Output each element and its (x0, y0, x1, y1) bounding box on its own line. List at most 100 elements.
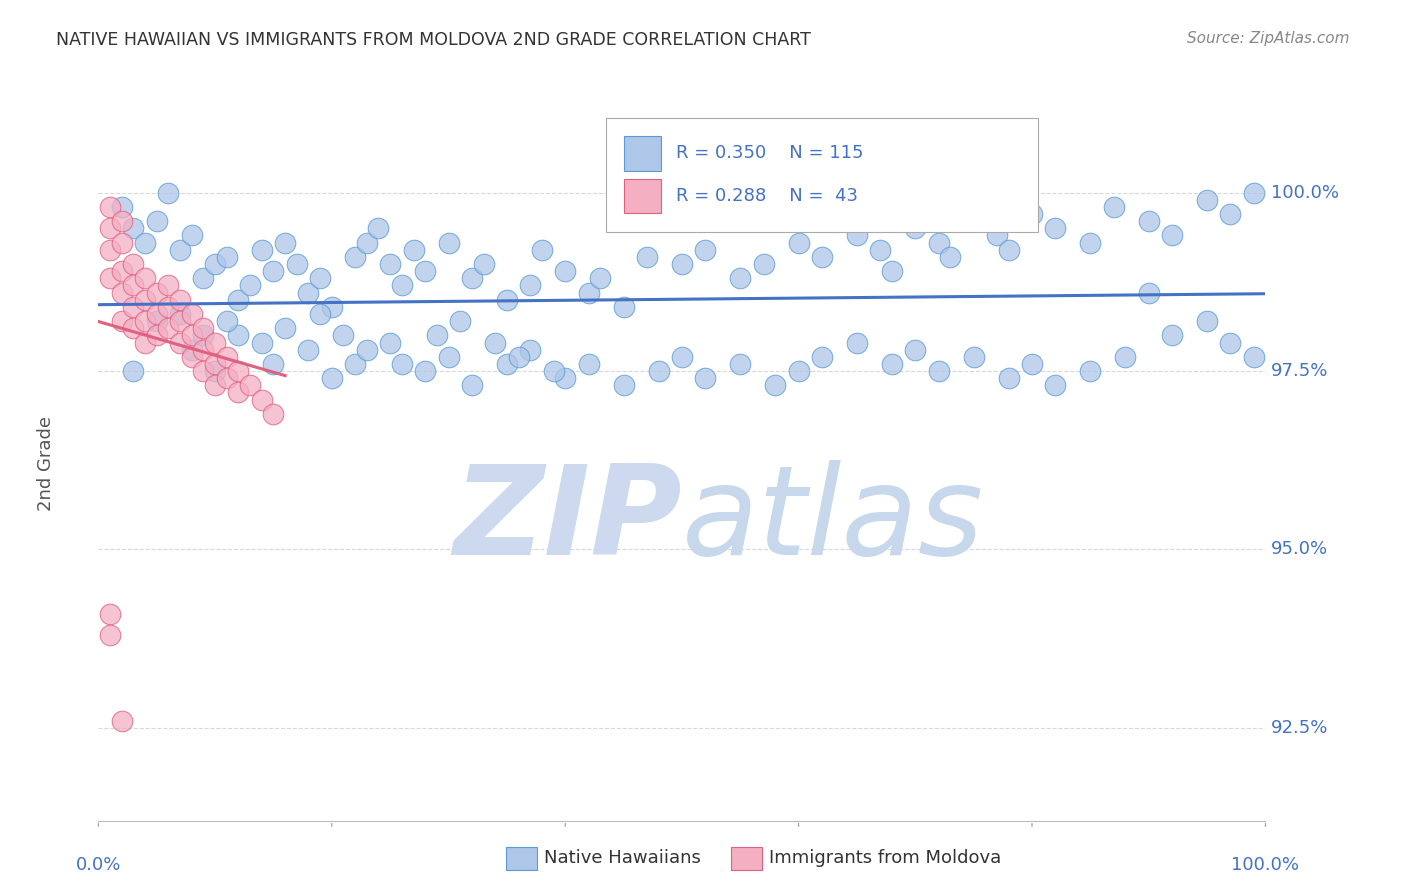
Point (787, 364, 810, 378)
Point (636, 250, 658, 264)
Point (472, 257, 495, 271)
Point (426, 328, 449, 343)
Point (495, 357, 517, 371)
Point (157, 300, 180, 314)
Point (157, 278, 180, 293)
Point (228, 293, 250, 307)
Point (111, 314, 134, 328)
Text: Immigrants from Moldova: Immigrants from Moldova (769, 849, 1001, 867)
Point (928, 235, 950, 250)
Point (262, 357, 284, 371)
Point (332, 328, 354, 343)
Point (437, 235, 460, 250)
Point (845, 228, 868, 243)
Text: 95.0%: 95.0% (1271, 541, 1329, 558)
Point (695, 371, 717, 385)
Text: 92.5%: 92.5% (1271, 719, 1329, 737)
Point (484, 335, 506, 350)
Point (402, 243, 425, 257)
Point (647, 364, 669, 378)
Point (122, 221, 145, 235)
Point (344, 250, 367, 264)
Point (134, 271, 156, 285)
Text: R = 0.288    N =  43: R = 0.288 N = 43 (676, 187, 858, 205)
Point (98, 271, 121, 285)
Point (787, 235, 810, 250)
Point (146, 328, 169, 343)
Point (262, 407, 284, 421)
Point (193, 321, 215, 335)
Point (671, 257, 693, 271)
Point (274, 321, 297, 335)
Point (250, 243, 273, 257)
Point (519, 278, 541, 293)
Point (157, 321, 180, 335)
Point (215, 250, 238, 264)
Point (297, 285, 319, 300)
Point (204, 335, 226, 350)
Point (1137, 214, 1160, 228)
Point (695, 243, 717, 257)
Point (1243, 186, 1265, 200)
Point (1045, 378, 1067, 392)
Point (811, 250, 834, 264)
Point (962, 350, 984, 364)
Point (111, 285, 134, 300)
Point (111, 200, 134, 214)
Point (413, 264, 436, 278)
Point (122, 278, 145, 293)
Point (356, 235, 378, 250)
Point (1243, 350, 1265, 364)
Text: 100.0%: 100.0% (1232, 856, 1299, 874)
Point (228, 385, 250, 400)
Point (134, 293, 156, 307)
Point (378, 257, 402, 271)
Point (146, 285, 169, 300)
Point (904, 343, 927, 357)
Point (811, 350, 834, 364)
Point (508, 350, 530, 364)
Point (321, 300, 343, 314)
Point (730, 357, 752, 371)
Point (1195, 193, 1218, 207)
Point (98, 221, 121, 235)
Point (612, 378, 634, 392)
Point (215, 371, 238, 385)
Point (1161, 328, 1184, 343)
FancyBboxPatch shape (606, 118, 1038, 232)
Text: atlas: atlas (682, 460, 984, 582)
Point (880, 264, 903, 278)
Point (997, 371, 1019, 385)
Point (413, 364, 436, 378)
Point (262, 264, 284, 278)
Point (543, 364, 565, 378)
Text: ZIP: ZIP (453, 460, 682, 582)
Point (122, 300, 145, 314)
Point (193, 343, 215, 357)
Point (554, 371, 576, 385)
Point (904, 221, 927, 235)
Point (297, 343, 319, 357)
Point (1219, 335, 1241, 350)
Point (134, 235, 156, 250)
Point (204, 378, 226, 392)
Point (122, 257, 145, 271)
Point (228, 364, 250, 378)
Text: 2nd Grade: 2nd Grade (37, 417, 55, 511)
Point (1219, 207, 1241, 221)
Point (589, 271, 612, 285)
Point (1102, 200, 1125, 214)
Text: NATIVE HAWAIIAN VS IMMIGRANTS FROM MOLDOVA 2ND GRADE CORRELATION CHART: NATIVE HAWAIIAN VS IMMIGRANTS FROM MOLDO… (56, 31, 811, 49)
Text: 97.5%: 97.5% (1271, 362, 1329, 380)
Point (1137, 285, 1160, 300)
Point (204, 257, 226, 271)
Point (1080, 364, 1102, 378)
Text: R = 0.350    N = 115: R = 0.350 N = 115 (676, 145, 863, 162)
Point (111, 214, 134, 228)
Point (169, 293, 191, 307)
Point (962, 214, 984, 228)
Point (239, 278, 262, 293)
Point (239, 378, 262, 392)
Point (1161, 228, 1184, 243)
Text: 0.0%: 0.0% (76, 856, 121, 874)
